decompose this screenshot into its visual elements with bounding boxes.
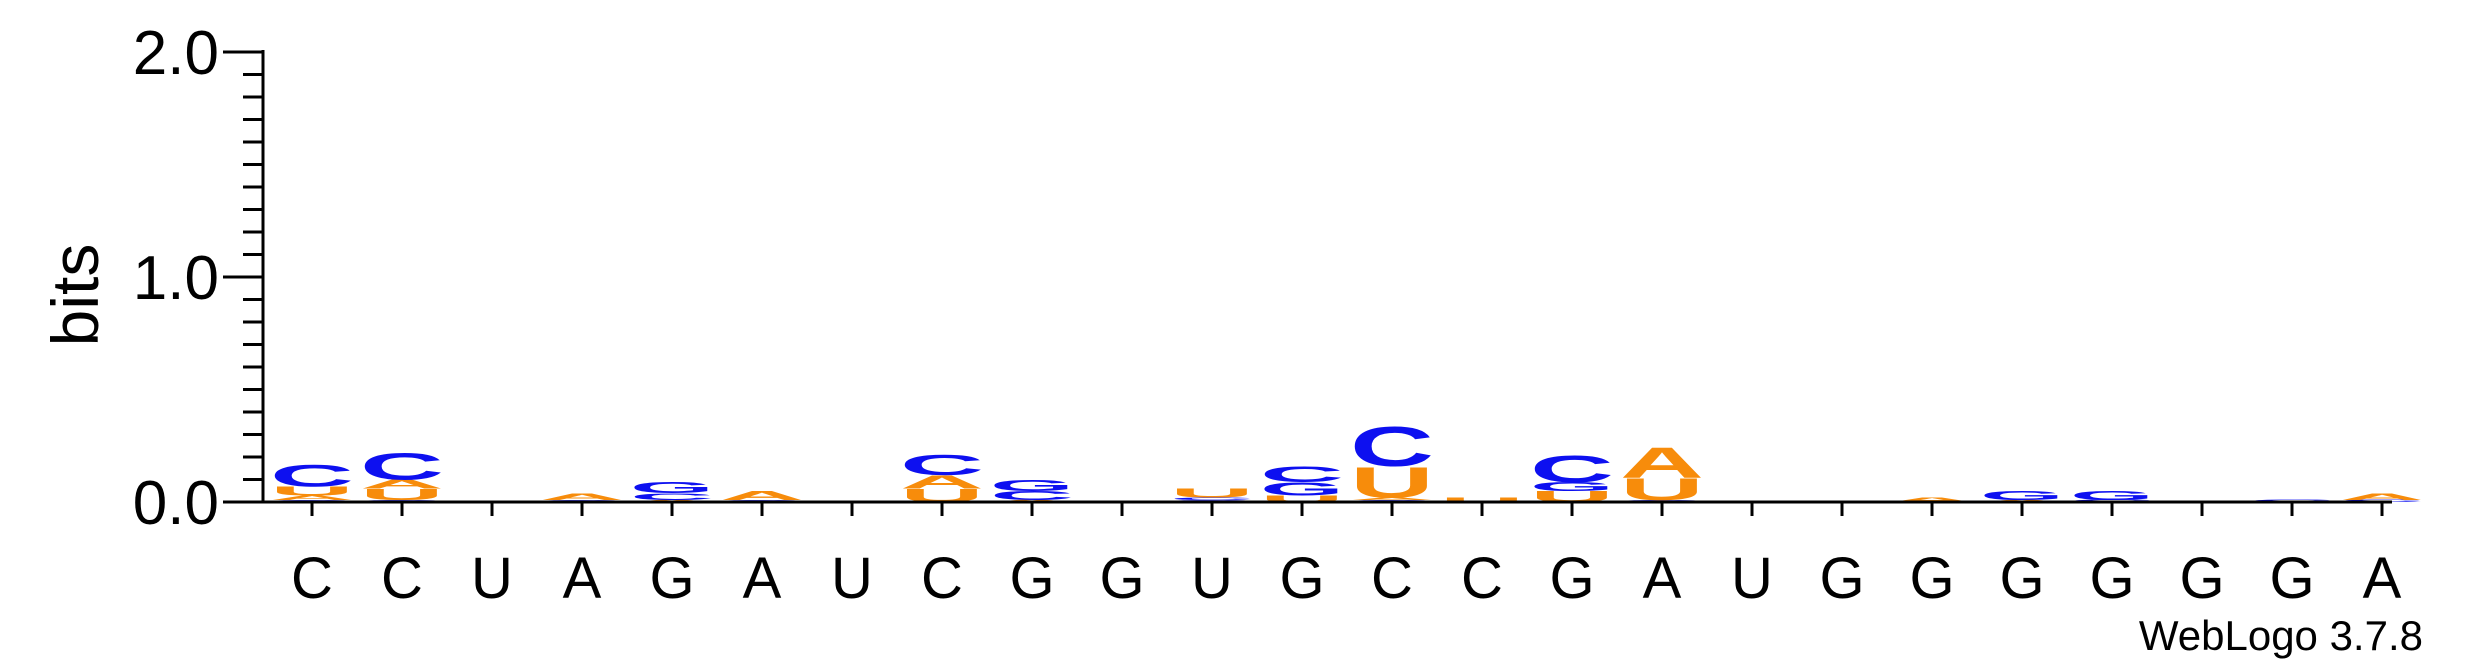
logo-letter: C — [1350, 415, 1434, 478]
x-tick-label: G — [1009, 546, 1054, 611]
logo-letter: G — [1980, 488, 2064, 502]
logo-stacks: GAUCGUACGAACGGAUACACGGCUUGCGAUCUUGCGUAAA… — [270, 415, 2424, 507]
x-tick-label: A — [563, 546, 602, 611]
x-tick-label: G — [2269, 546, 2314, 611]
x-tick-label: G — [1549, 546, 1594, 611]
logo-letter: U — [1440, 496, 1524, 503]
logo-letter: C — [630, 491, 714, 502]
y-tick-label: 2.0 — [133, 19, 219, 88]
logo-letter: A — [900, 472, 984, 493]
x-tick-label: G — [1909, 546, 1954, 611]
logo-letter: U — [1170, 486, 1254, 500]
logo-letter: U — [360, 486, 444, 504]
x-tick-label: U — [831, 546, 873, 611]
x-tick-label: A — [1643, 546, 1682, 611]
logo-letter: C — [270, 458, 354, 493]
x-tick-label: G — [1819, 546, 1864, 611]
logo-letter: A — [1350, 497, 1434, 500]
y-axis: 0.0 1.0 2.0 — [133, 19, 265, 538]
x-tick-label: G — [1099, 546, 1144, 611]
logo-letter: A — [360, 477, 444, 491]
x-tick-label: A — [2363, 546, 2402, 611]
x-tick-label: C — [291, 546, 333, 611]
logo-letter: C — [1530, 448, 1614, 490]
y-axis-label: bits — [38, 244, 112, 347]
logo-letter: G — [630, 479, 714, 497]
y-tick-label: 0.0 — [133, 469, 219, 538]
logo-letter: G — [1530, 479, 1614, 493]
logo-letter: C — [900, 449, 984, 481]
x-tick-label: U — [471, 546, 513, 611]
x-tick-label: G — [2179, 546, 2224, 611]
logo-letter: C — [360, 446, 444, 488]
y-tick-label: 1.0 — [133, 244, 219, 313]
x-tick-label: G — [649, 546, 694, 611]
x-tick-label: G — [1999, 546, 2044, 611]
logo-letter: A — [540, 491, 624, 502]
logo-letter: A — [1890, 496, 1974, 503]
logo-letter: C — [1260, 462, 1344, 487]
x-tick-label: G — [1279, 546, 1324, 611]
logo-letter: G — [1260, 478, 1344, 499]
logo-letter: U — [270, 484, 354, 498]
logo-letter: A — [2340, 491, 2424, 502]
x-tick-label: U — [1731, 546, 1773, 611]
x-tick-label: C — [381, 546, 423, 611]
logo-letter: A — [720, 488, 804, 502]
logo-letter: C — [990, 488, 1074, 502]
logo-letter: G — [990, 477, 1074, 495]
x-tick-label: C — [1461, 546, 1503, 611]
logo-letter: U — [1350, 457, 1434, 507]
logo-letter: G — [2070, 488, 2154, 502]
logo-letter: U — [1260, 494, 1344, 505]
x-tick-label: A — [743, 546, 782, 611]
x-tick-label: C — [921, 546, 963, 611]
logo-letter: C — [1170, 497, 1254, 500]
logo-letter: A — [1620, 437, 1704, 487]
logo-letter: A — [270, 494, 354, 501]
x-tick-label: G — [2089, 546, 2134, 611]
x-tick-label: U — [1191, 546, 1233, 611]
weblogo-credit: WebLogo 3.7.8 — [2139, 612, 2423, 659]
x-tick-label: C — [1371, 546, 1413, 611]
